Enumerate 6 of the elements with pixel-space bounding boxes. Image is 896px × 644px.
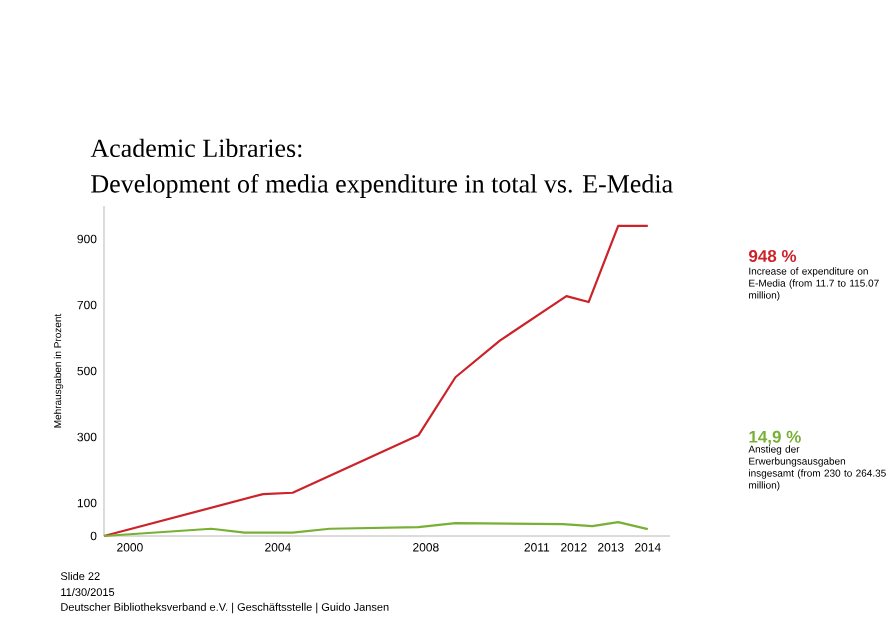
text: 948 %: [749, 249, 797, 263]
chart-subtitle: Development of media expenditure in total vs. E-Media: [91, 174, 673, 198]
text: 14,9 %: [749, 430, 801, 446]
line-series: [102, 224, 649, 538]
line-series: [102, 521, 649, 538]
chart-title: Academic Libraries:: [90, 138, 302, 158]
